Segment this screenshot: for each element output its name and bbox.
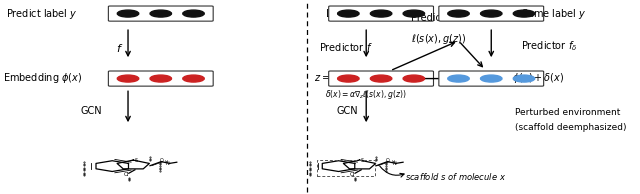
Circle shape	[403, 75, 424, 82]
Circle shape	[371, 75, 392, 82]
Text: S: S	[134, 158, 138, 163]
FancyBboxPatch shape	[108, 6, 213, 21]
Text: $z = \phi(x)$: $z = \phi(x)$	[314, 71, 352, 85]
Text: $f$: $f$	[116, 42, 124, 54]
Text: O: O	[159, 158, 163, 163]
Text: Predictor $f_\delta$: Predictor $f_\delta$	[521, 40, 577, 54]
Circle shape	[150, 10, 172, 17]
Circle shape	[117, 10, 139, 17]
Text: Cl: Cl	[124, 172, 129, 177]
Circle shape	[513, 10, 535, 17]
Circle shape	[338, 75, 359, 82]
Text: GCN: GCN	[337, 106, 358, 116]
Text: Same label $y$: Same label $y$	[521, 7, 586, 21]
Circle shape	[183, 10, 204, 17]
Text: scaffold $s$ of molecule $x$: scaffold $s$ of molecule $x$	[405, 171, 506, 182]
Text: Perturbed environment: Perturbed environment	[515, 108, 620, 117]
Text: Predict scaffold: Predict scaffold	[411, 13, 486, 23]
Text: Predictor $f$: Predictor $f$	[319, 41, 372, 53]
Text: Label $y$: Label $y$	[324, 7, 362, 21]
FancyBboxPatch shape	[439, 71, 543, 86]
Circle shape	[448, 75, 469, 82]
Circle shape	[481, 10, 502, 17]
Text: Embedding $\phi(x)$: Embedding $\phi(x)$	[3, 71, 83, 85]
FancyBboxPatch shape	[329, 6, 433, 21]
Text: N: N	[166, 161, 170, 166]
Circle shape	[481, 75, 502, 82]
Text: Predict label $y$: Predict label $y$	[6, 7, 77, 21]
Text: Cl: Cl	[350, 172, 355, 177]
Text: $\ell(s(x), g(z))$: $\ell(s(x), g(z))$	[411, 32, 466, 46]
Circle shape	[513, 75, 535, 82]
FancyBboxPatch shape	[108, 71, 213, 86]
FancyBboxPatch shape	[329, 71, 433, 86]
Text: H: H	[391, 160, 394, 164]
Circle shape	[403, 10, 424, 17]
Text: $\phi(x) + \delta(x)$: $\phi(x) + \delta(x)$	[512, 71, 564, 85]
Text: H: H	[165, 160, 168, 164]
Circle shape	[150, 75, 172, 82]
Circle shape	[183, 75, 204, 82]
Text: S: S	[360, 158, 364, 163]
Text: $\delta(x) = \alpha \nabla_z \ell(s(x), g(z))$: $\delta(x) = \alpha \nabla_z \ell(s(x), …	[324, 87, 406, 101]
FancyBboxPatch shape	[439, 6, 543, 21]
Circle shape	[338, 10, 359, 17]
Circle shape	[371, 10, 392, 17]
Text: GCN: GCN	[81, 106, 102, 116]
Circle shape	[117, 75, 139, 82]
Text: O: O	[385, 158, 389, 163]
Text: N: N	[392, 161, 396, 166]
Text: (scaffold deemphasized): (scaffold deemphasized)	[515, 123, 627, 132]
Circle shape	[448, 10, 469, 17]
